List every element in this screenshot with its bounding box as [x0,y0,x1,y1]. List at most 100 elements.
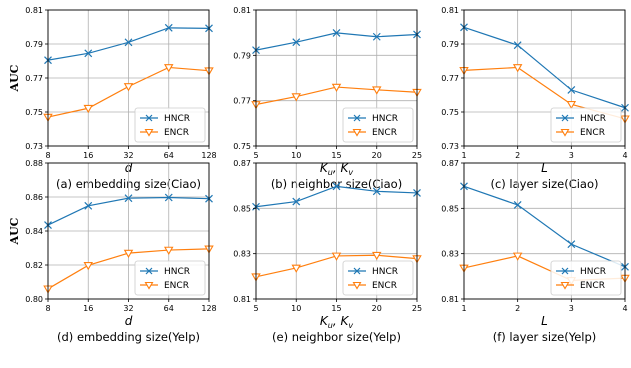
x-tick-label: 2 [515,304,520,313]
y-tick-label: 0.80 [25,295,43,304]
x-axis-label: Ku, Kv [320,161,353,177]
y-axis-label: AUC [8,64,21,92]
subplot-caption: (d) embedding size(Yelp) [57,330,200,344]
y-tick-label: 0.73 [25,142,43,151]
legend-label-hncr: HNCR [580,267,606,277]
legend-marker-encr [352,128,362,137]
data-point-hncr [513,41,522,50]
y-tick-label: 0.79 [25,40,43,49]
legend-label-encr: ENCR [372,281,397,291]
data-point-encr [512,252,523,261]
data-point-encr [291,93,302,102]
legend-box [342,107,414,143]
x-tick-label: 8 [45,304,50,313]
data-point-hncr [84,49,93,58]
x-tick-label: 20 [372,304,382,313]
data-point-hncr [567,240,576,249]
plot-frame [463,162,626,300]
y-tick-label: 0.77 [233,97,251,106]
legend-marker-hncr [145,267,153,275]
legend: HNCR ENCR [342,260,414,296]
x-tick-label: 16 [83,151,93,160]
data-point-encr [163,64,174,73]
data-point-encr [331,252,342,261]
x-tick-label: 64 [164,151,174,160]
data-point-encr [83,104,94,114]
legend-marker-encr [144,128,154,137]
x-axis-label: L [541,314,548,328]
y-axis-label: AUC [8,217,21,245]
data-point-hncr [567,85,576,94]
y-tick-label: 0.75 [233,142,251,151]
legend-marker-encr [144,281,154,290]
legend: HNCR ENCR [134,260,206,296]
legend-marker-hncr [145,114,153,122]
data-point-hncr [292,197,301,206]
data-point-encr [83,261,94,271]
y-tick-label: 0.83 [441,250,459,259]
legend-label-encr: ENCR [164,128,189,138]
data-point-encr [123,83,134,92]
legend-marker-hncr [353,267,361,275]
x-axis-label: Ku, Kv [320,314,353,330]
subplot-caption: (c) layer size(Ciao) [490,177,598,191]
legend-label-encr: ENCR [580,281,605,291]
y-tick-label: 0.79 [233,51,251,60]
legend-box [342,260,414,296]
x-tick-label: 3 [569,304,574,313]
x-tick-label: 32 [123,151,133,160]
x-tick-label: 4 [622,304,627,313]
y-tick-label: 0.75 [25,108,43,117]
legend-label-encr: ENCR [372,128,397,138]
legend-label-hncr: HNCR [164,267,190,277]
y-tick-label: 0.73 [441,142,459,151]
legend-marker-encr [560,281,570,290]
legend-marker-hncr [561,114,569,122]
legend-label-hncr: HNCR [372,267,398,277]
x-tick-label: 128 [201,151,216,160]
x-tick-label: 15 [331,151,341,160]
data-point-hncr [332,28,341,37]
x-axis-label: d [125,314,133,328]
legend-marker-hncr [353,114,361,122]
y-tick-label: 0.88 [25,159,43,168]
data-point-encr [291,264,302,273]
y-tick-label: 0.81 [233,295,251,304]
x-tick-label: 128 [201,304,216,313]
x-tick-label: 1 [461,304,466,313]
y-tick-label: 0.82 [25,261,43,270]
y-tick-label: 0.75 [441,108,459,117]
subplot-caption: (e) neighbor size(Yelp) [272,330,401,344]
subplot-4: 8 16 32 64 128 0.80 0.82 0.84 0.86 0.88 d AUC (d) em… [8,159,217,344]
subplot-caption: (f) layer size(Yelp) [493,330,597,344]
legend: HNCR ENCR [342,107,414,143]
x-tick-label: 5 [253,304,258,313]
data-point-hncr [124,194,133,203]
legend-marker-encr [352,281,362,290]
y-tick-label: 0.77 [25,74,43,83]
data-point-hncr [84,201,93,210]
x-tick-label: 64 [164,304,174,313]
legend-label-hncr: HNCR [580,114,606,124]
legend-label-hncr: HNCR [164,114,190,124]
legend-box [134,107,206,143]
data-point-encr [512,64,523,73]
y-tick-label: 0.81 [441,295,459,304]
y-tick-label: 0.87 [233,159,251,168]
data-point-encr [371,86,382,95]
data-point-encr [371,251,382,261]
x-tick-label: 2 [515,151,520,160]
y-tick-label: 0.86 [25,193,43,202]
subplot-6: 1 2 3 4 0.81 0.83 0.85 0.87 L (f) layer size(Yelp… [441,159,630,344]
x-tick-label: 8 [45,151,50,160]
y-tick-label: 0.81 [25,6,43,15]
data-point-encr [123,249,134,259]
x-axis-label: L [541,161,548,175]
data-point-encr [566,101,577,110]
legend: HNCR ENCR [134,107,206,143]
legend-label-encr: ENCR [164,281,189,291]
data-point-hncr [164,23,173,32]
